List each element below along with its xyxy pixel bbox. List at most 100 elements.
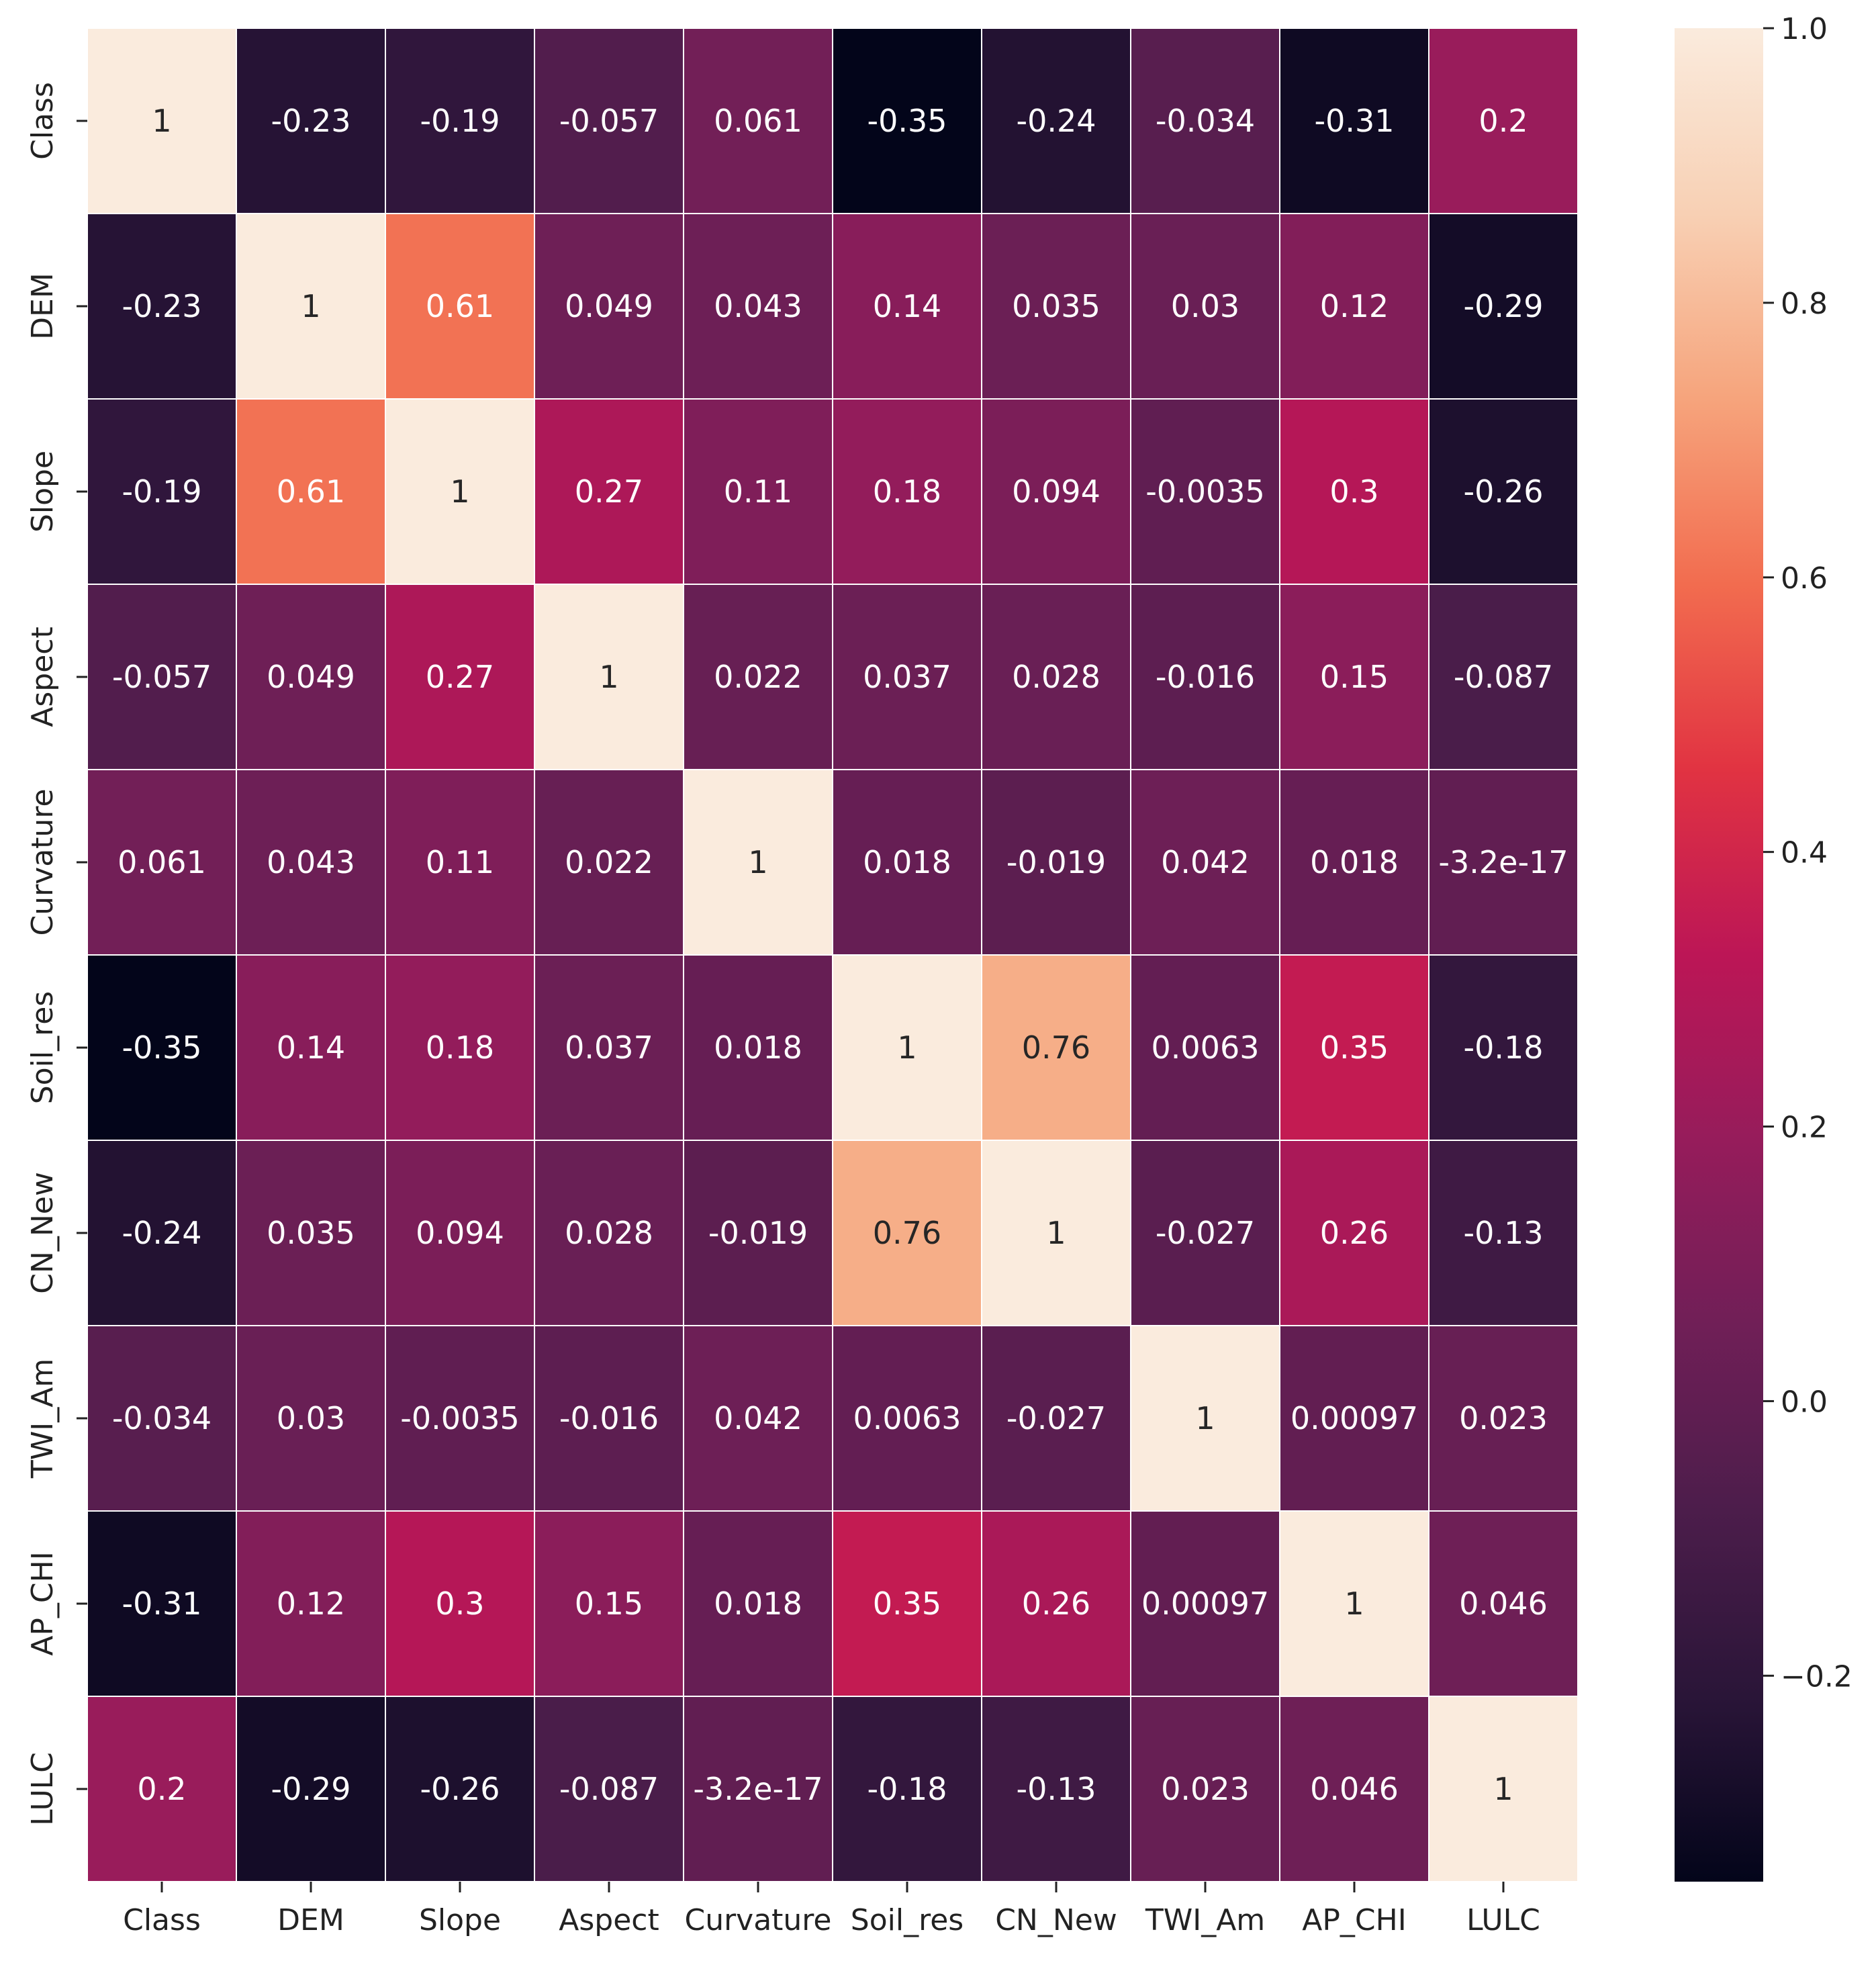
heatmap-cell [981, 1696, 1131, 1882]
heatmap-cell [87, 954, 237, 1141]
cell-value-label: 0.0063 [1152, 1029, 1260, 1066]
cell-value-label: 0.61 [277, 473, 345, 510]
heatmap-cell [1279, 398, 1429, 585]
cell-value-label: -0.087 [559, 1771, 659, 1807]
y-tick-label: Soil_res [26, 991, 60, 1104]
heatmap-cell [683, 1510, 833, 1697]
heatmap-cell [683, 213, 833, 400]
cell-value-label: -0.057 [559, 103, 659, 139]
heatmap-cell [981, 769, 1131, 956]
heatmap-cell [1279, 213, 1429, 400]
heatmap-cell [385, 1325, 535, 1512]
cell-value-label: 0.035 [1012, 288, 1100, 324]
heatmap-cell [534, 1696, 684, 1882]
colorbar-tick-label: 0.0 [1781, 1385, 1828, 1419]
cell-value-label: 0.26 [1320, 1215, 1389, 1251]
cell-value-label: -0.0035 [1145, 473, 1265, 510]
cell-value-label: 1 [1195, 1400, 1215, 1436]
cell-value-label: -0.23 [122, 288, 201, 324]
cell-value-label: 0.15 [1320, 659, 1389, 695]
colorbar-tick-label: 1.0 [1781, 12, 1828, 46]
cell-value-label: 0.094 [1012, 473, 1100, 510]
cell-value-label: -0.18 [1463, 1029, 1543, 1066]
heatmap-cell [1279, 1696, 1429, 1882]
colorbar-tick-label: 0.8 [1781, 287, 1828, 321]
heatmap-cell [385, 213, 535, 400]
cell-value-label: -0.13 [1016, 1771, 1096, 1807]
heatmap-cell [236, 1325, 386, 1512]
heatmap-cell [981, 398, 1131, 585]
heatmap-cell [534, 213, 684, 400]
cell-value-label: 0.14 [873, 288, 941, 324]
cell-value-label: -0.26 [420, 1771, 500, 1807]
x-tick-label: DEM [277, 1903, 344, 1937]
cell-value-label: -0.034 [112, 1400, 212, 1436]
x-tick-label: TWI_Am [1145, 1903, 1265, 1937]
cell-value-label: 0.61 [426, 288, 494, 324]
heatmap-cell [236, 213, 386, 400]
cell-value-label: 0.037 [863, 659, 951, 695]
cell-value-label: -0.18 [867, 1771, 947, 1807]
y-tick-label: Curvature [26, 788, 60, 935]
cell-value-label: -0.057 [112, 659, 212, 695]
heatmap-cell [832, 1510, 982, 1697]
cell-value-label: -0.019 [1006, 844, 1106, 880]
cell-value-label: 0.028 [565, 1215, 653, 1251]
cell-value-label: 0.022 [714, 659, 802, 695]
heatmap-cell [832, 584, 982, 770]
cell-value-label: 0.046 [1310, 1771, 1399, 1807]
cell-value-label: 0.18 [873, 473, 941, 510]
y-tick-label: TWI_Am [26, 1359, 60, 1479]
cell-value-label: 0.27 [575, 473, 643, 510]
heatmap-cell [1428, 28, 1579, 214]
cell-value-label: 0.26 [1022, 1586, 1090, 1622]
cell-value-label: 0.049 [565, 288, 653, 324]
cell-value-label: 1 [450, 473, 469, 510]
cell-value-label: 0.27 [426, 659, 494, 695]
colorbar-tick-label: 0.4 [1781, 836, 1828, 870]
cell-value-label: -0.35 [122, 1029, 201, 1066]
cell-value-label: -0.26 [1463, 473, 1543, 510]
heatmap-cell [236, 398, 386, 585]
cell-value-label: 1 [301, 288, 320, 324]
heatmap-cell [1428, 584, 1579, 770]
heatmap-cell [1428, 769, 1579, 956]
heatmap-cell [236, 1140, 386, 1326]
cell-value-label: 0.00097 [1291, 1400, 1418, 1436]
heatmap-cell [534, 1510, 684, 1697]
cell-value-label: 0.042 [714, 1400, 802, 1436]
cell-value-label: -0.016 [1156, 659, 1255, 695]
heatmap-cell [1279, 769, 1429, 956]
heatmap-cell [1279, 954, 1429, 1141]
heatmap-cell [981, 1510, 1131, 1697]
x-tick-label: Curvature [684, 1903, 831, 1937]
heatmap-cell [683, 1325, 833, 1512]
cell-value-label: 0.049 [267, 659, 355, 695]
cell-value-label: 0.046 [1459, 1586, 1548, 1622]
cell-value-label: 0.022 [565, 844, 653, 880]
heatmap-cell [1428, 1140, 1579, 1326]
heatmap-cell [236, 1510, 386, 1697]
cell-value-label: 0.061 [118, 844, 206, 880]
cell-value-label: -0.29 [271, 1771, 350, 1807]
heatmap-cell [87, 1696, 237, 1882]
heatmap-cell [385, 769, 535, 956]
cell-value-label: 0.023 [1459, 1400, 1548, 1436]
heatmap-cell [981, 213, 1131, 400]
heatmap-cell [87, 398, 237, 585]
heatmap-cell [1130, 1140, 1280, 1326]
heatmap-cell [1279, 1140, 1429, 1326]
heatmap-cell [534, 1140, 684, 1326]
heatmap-cell [683, 954, 833, 1141]
cell-value-label: 0.018 [863, 844, 951, 880]
cell-value-label: 0.3 [1329, 473, 1378, 510]
heatmap-cell [236, 1696, 386, 1882]
cell-value-label: 0.0063 [853, 1400, 962, 1436]
colorbar-tick-label: 0.2 [1781, 1111, 1828, 1145]
cell-value-label: -0.019 [708, 1215, 808, 1251]
heatmap-cell [1130, 1696, 1280, 1882]
cell-value-label: 0.11 [724, 473, 792, 510]
heatmap-cell [832, 213, 982, 400]
cell-value-label: 0.094 [416, 1215, 504, 1251]
